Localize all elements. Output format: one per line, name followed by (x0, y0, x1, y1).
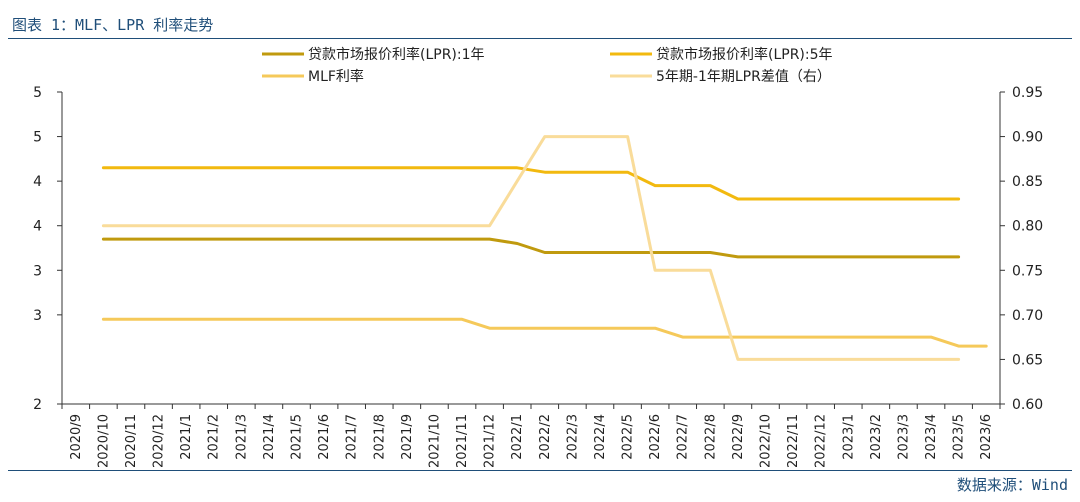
x-tick-label: 2022/9 (731, 414, 746, 460)
series-line-3 (101, 317, 988, 348)
x-tick-label: 2022/5 (621, 414, 636, 460)
legend-label: MLF利率 (308, 68, 364, 85)
left-tick-label: 3 (33, 308, 42, 324)
legend-label: 贷款市场报价利率(LPR):1年 (308, 46, 485, 63)
left-tick-label: 4 (33, 219, 42, 235)
source-note: 数据来源：Wind (956, 476, 1068, 494)
x-tick-label: 2021/4 (262, 414, 277, 460)
x-tick-label: 2023/2 (869, 414, 884, 460)
x-tick-label: 2021/12 (483, 414, 498, 468)
right-tick-label: 0.85 (1012, 174, 1043, 190)
x-tick-label: 2022/7 (676, 414, 691, 460)
x-tick-label: 2022/8 (703, 414, 718, 460)
right-tick-label: 0.60 (1012, 397, 1043, 413)
x-tick-label: 2021/2 (207, 414, 222, 460)
x-tick-label: 2022/11 (786, 414, 801, 468)
x-tick-label: 2023/1 (841, 414, 856, 460)
left-tick-label: 4 (33, 174, 42, 190)
x-tick-label: 2022/10 (759, 414, 774, 468)
x-tick-label: 2023/3 (896, 414, 911, 460)
x-tick-label: 2020/12 (152, 414, 167, 468)
x-tick-label: 2021/8 (372, 414, 387, 460)
x-tick-label: 2022/3 (565, 414, 580, 460)
x-tick-label: 2021/6 (317, 414, 332, 460)
left-tick-label: 5 (33, 85, 42, 101)
left-tick-label: 2 (33, 397, 42, 413)
series-line-2 (101, 166, 961, 201)
right-tick-label: 0.70 (1012, 308, 1043, 324)
chart-title: 图表 1：MLF、LPR 利率走势 (12, 16, 214, 34)
right-tick-label: 0.95 (1012, 85, 1043, 101)
x-tick-label: 2021/11 (455, 414, 470, 468)
bottom-divider (8, 470, 1072, 471)
right-tick-label: 0.75 (1012, 263, 1043, 279)
x-tick-label: 2022/12 (814, 414, 829, 468)
x-tick-label: 2023/5 (952, 414, 967, 460)
left-tick-label: 3 (33, 263, 42, 279)
x-tick-label: 2022/6 (648, 414, 663, 460)
x-tick-label: 2021/7 (345, 414, 360, 460)
left-tick-label: 5 (33, 130, 42, 146)
right-tick-label: 0.65 (1012, 352, 1043, 368)
x-tick-label: 2023/4 (924, 414, 939, 460)
x-tick-label: 2020/11 (124, 414, 139, 468)
right-tick-label: 0.90 (1012, 130, 1043, 146)
series-line-4 (101, 135, 961, 361)
x-tick-label: 2021/10 (427, 414, 442, 468)
x-tick-label: 2023/6 (979, 414, 994, 460)
x-tick-label: 2021/3 (234, 414, 249, 460)
x-tick-label: 2022/1 (510, 414, 525, 460)
x-tick-label: 2021/5 (290, 414, 305, 460)
legend-label: 5年期-1年期LPR差值（右） (656, 69, 831, 85)
x-tick-label: 2022/2 (538, 414, 553, 460)
x-tick-label: 2022/4 (593, 414, 608, 460)
x-tick-label: 2020/10 (96, 414, 111, 468)
x-tick-label: 2020/9 (69, 414, 84, 460)
right-tick-label: 0.80 (1012, 219, 1043, 235)
x-tick-label: 2021/9 (400, 414, 415, 460)
series-line-1 (101, 237, 961, 259)
x-tick-label: 2021/1 (179, 414, 194, 460)
top-divider (8, 38, 1072, 39)
legend-label: 贷款市场报价利率(LPR):5年 (656, 46, 833, 63)
line-chart: 5 5 4 4 3 3 2 0.95 0.90 0.85 0.80 0.75 0.70 0.65 0.60 2… (33, 46, 1043, 468)
